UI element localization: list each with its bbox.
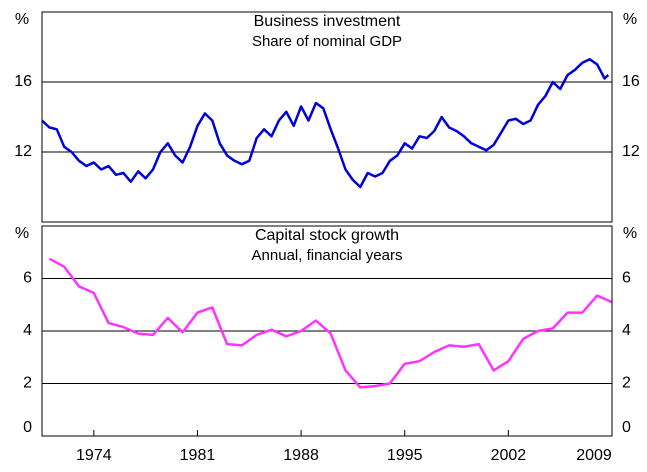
y-tick-label: 2 — [23, 375, 32, 392]
panel-subtitle: Annual, financial years — [252, 247, 403, 264]
y-tick-label: 16 — [14, 73, 32, 90]
x-tick-label: 1995 — [387, 447, 423, 464]
y-tick-label-right: 16 — [622, 73, 640, 90]
y-tick-label-right: 0 — [622, 419, 631, 436]
y-tick-label: 12 — [14, 143, 32, 160]
y-axis-label: % — [15, 225, 29, 242]
y-tick-label: 0 — [23, 419, 32, 436]
plot-frame — [41, 11, 613, 223]
x-tick-label: 1981 — [180, 447, 216, 464]
y-axis-label: % — [15, 11, 29, 28]
panel-subtitle: Share of nominal GDP — [252, 33, 402, 50]
y-tick-label-right: 2 — [622, 375, 631, 392]
x-tick-label: 1974 — [76, 447, 112, 464]
panel-title: Business investment — [254, 13, 401, 30]
y-axis-label-right: % — [623, 225, 637, 242]
y-tick-label: 6 — [23, 270, 32, 287]
data-line — [48, 257, 613, 389]
data-line — [41, 58, 610, 189]
y-axis-label-right: % — [623, 11, 637, 28]
x-tick-label: 1988 — [283, 447, 319, 464]
panel-title: Capital stock growth — [255, 227, 399, 244]
y-tick-label-right: 12 — [622, 143, 640, 160]
plot-frame — [41, 225, 613, 437]
x-tick-label: 2002 — [491, 447, 527, 464]
x-tick-label: 2009 — [576, 447, 612, 464]
y-tick-label-right: 4 — [622, 322, 631, 339]
y-tick-label: 4 — [23, 322, 32, 339]
y-tick-label-right: 6 — [622, 270, 631, 287]
